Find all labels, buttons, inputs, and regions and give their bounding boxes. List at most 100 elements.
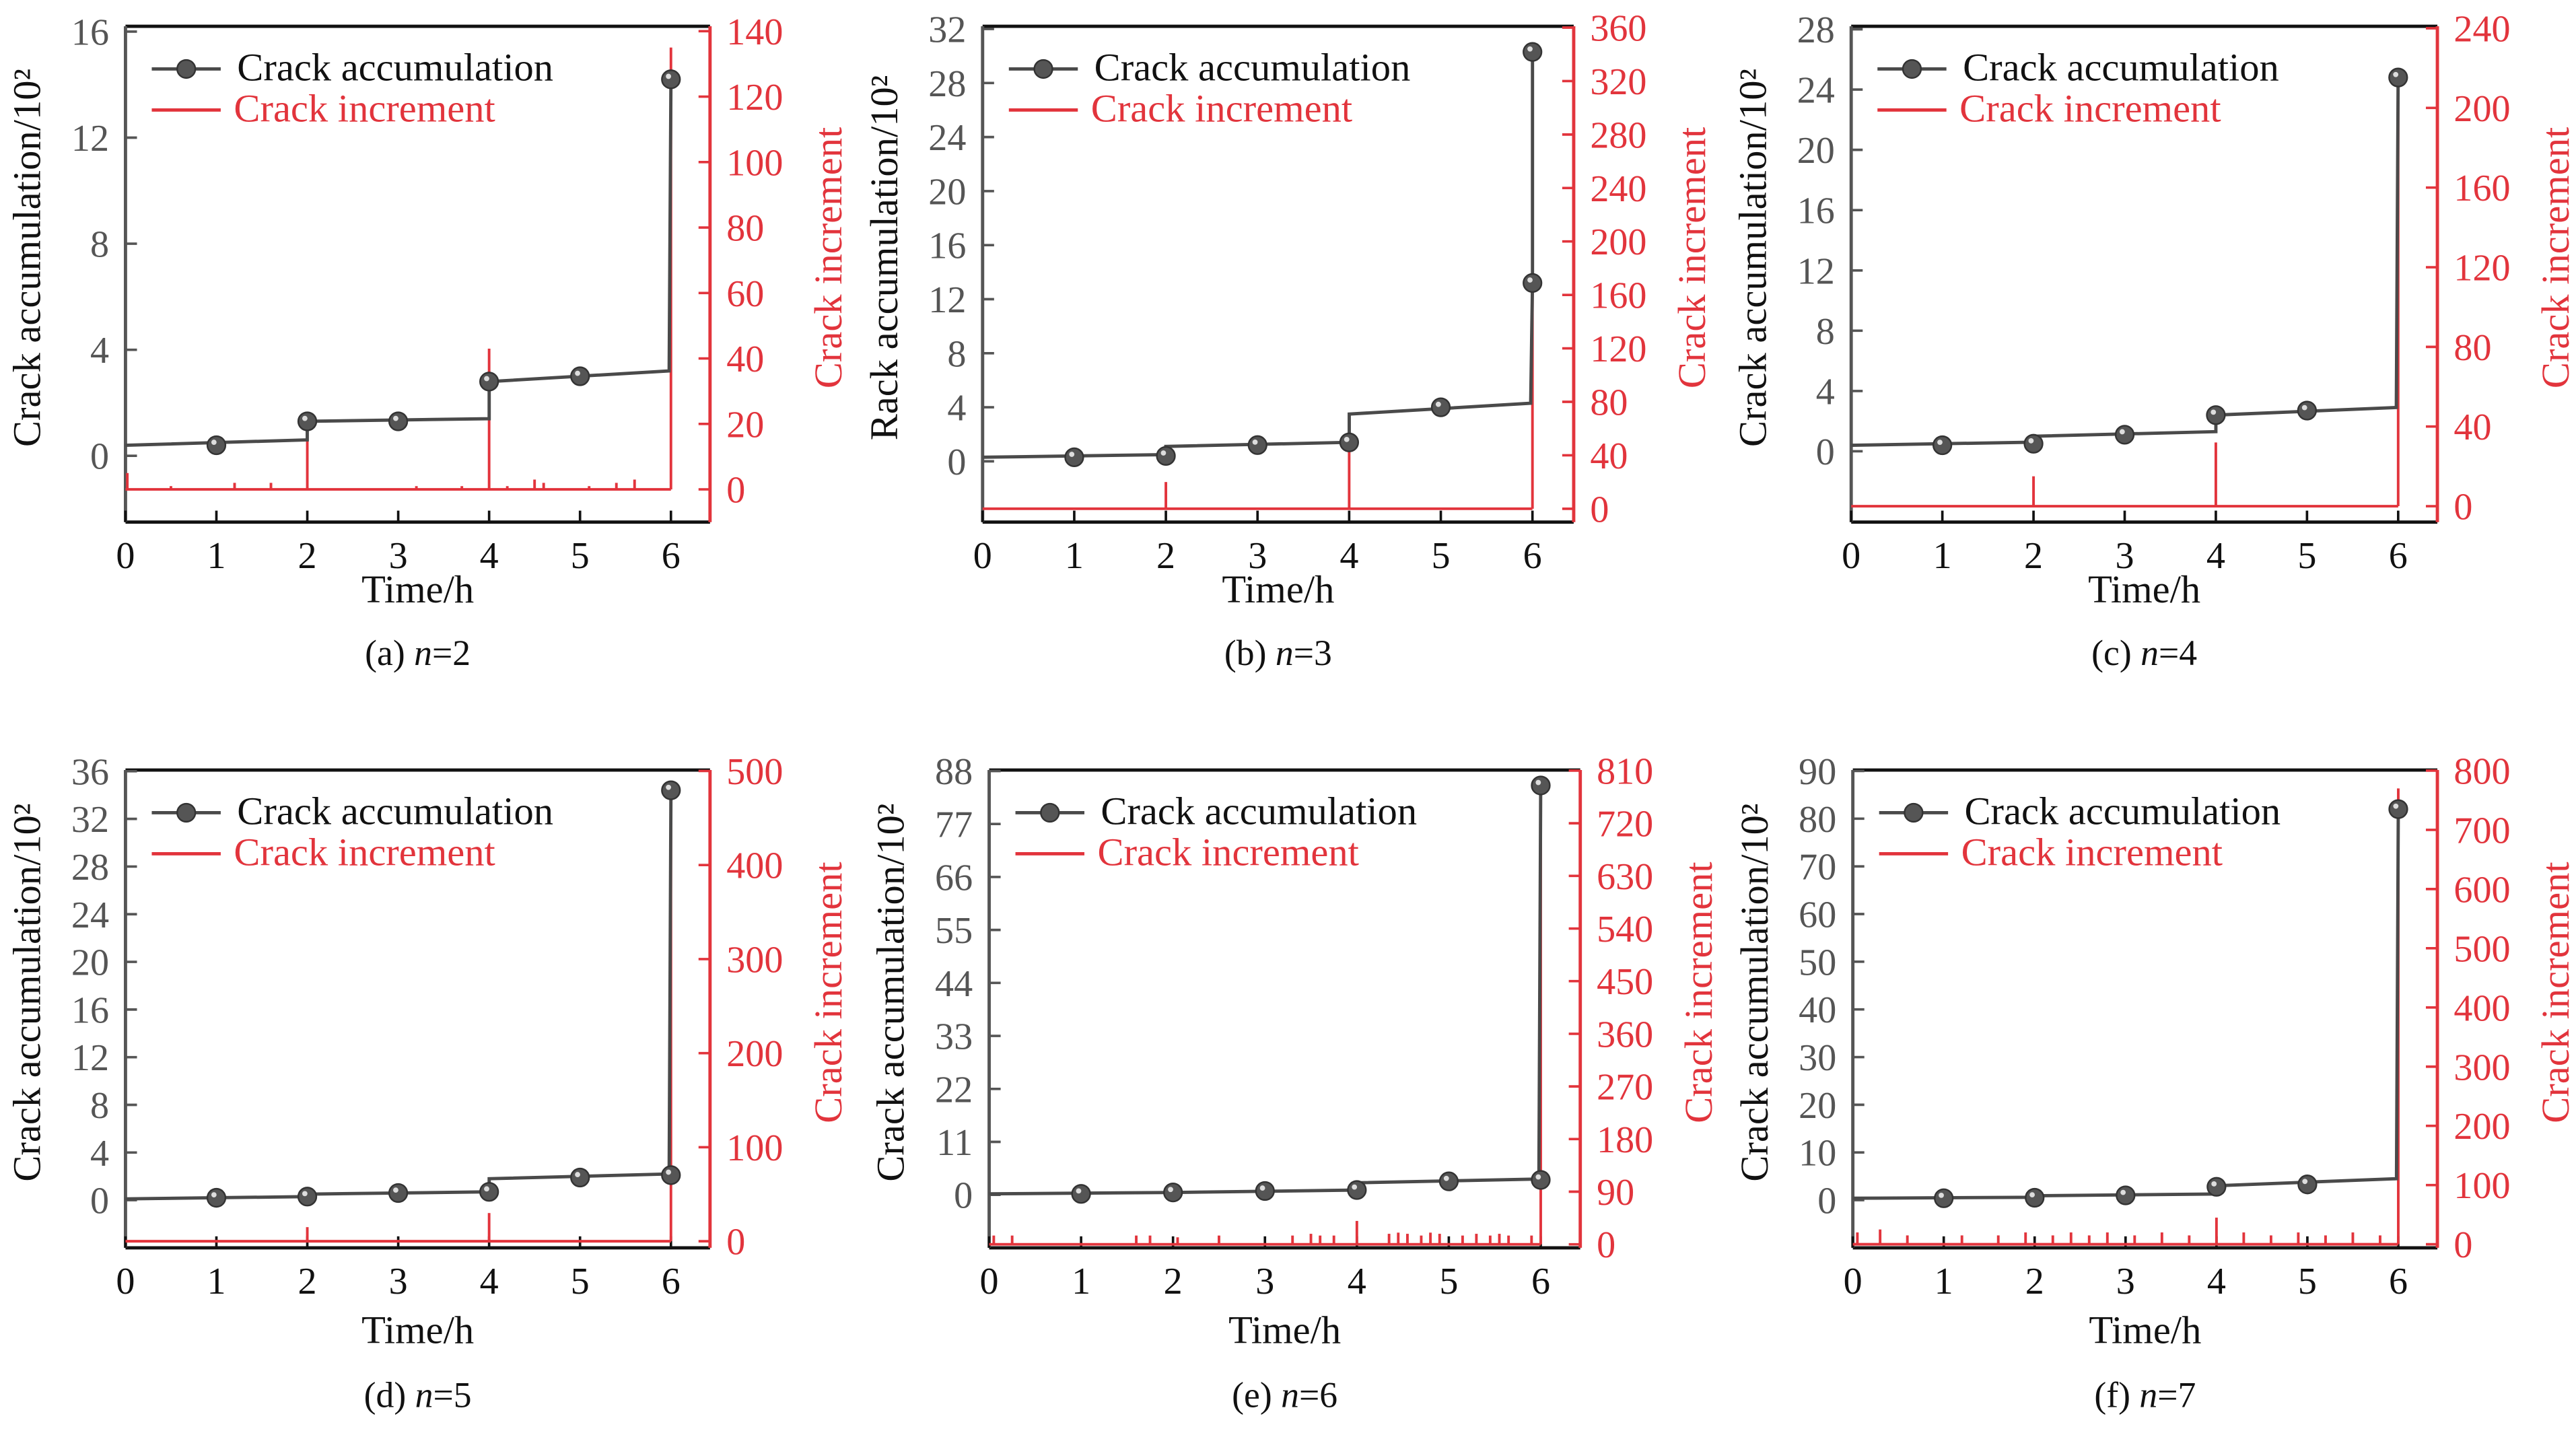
right-y-tick-label: 600 [2453, 869, 2510, 911]
x-tick-label: 0 [1842, 535, 1860, 577]
marker-highlight [2393, 803, 2399, 809]
y-tick-label: 20 [1799, 1085, 1836, 1127]
marker-highlight [666, 784, 672, 790]
caption-value: =7 [2157, 1375, 2196, 1415]
x-tick-label: 0 [116, 535, 135, 577]
x-tick-label: 2 [298, 535, 317, 577]
right-y-tick-label: 100 [726, 142, 783, 184]
y-tick-label: 0 [954, 1175, 973, 1217]
accumulation-marker [206, 1187, 227, 1208]
left-y-axis-label: Crack accumulation/10² [1733, 804, 1776, 1182]
x-tick-label: 3 [389, 1261, 408, 1302]
marker-highlight [393, 1187, 398, 1193]
marker-highlight [1443, 1175, 1449, 1181]
marker-highlight [2029, 1192, 2035, 1198]
caption-n: n [2139, 1375, 2157, 1415]
x-tick-label: 1 [207, 535, 225, 577]
marker-highlight [1069, 452, 1075, 457]
y-tick-label: 50 [1799, 942, 1836, 983]
legend-accumulation-marker [176, 59, 197, 79]
x-tick-label: 4 [480, 1261, 499, 1302]
marker-highlight [2211, 409, 2217, 415]
marker-highlight [302, 415, 308, 421]
right-y-tick-label: 200 [2453, 88, 2510, 130]
y-tick-label: 0 [90, 436, 109, 478]
y-tick-label: 8 [90, 1085, 109, 1127]
right-y-tick-label: 100 [726, 1127, 783, 1169]
caption-prefix: (c) [2091, 633, 2140, 673]
caption-n: n [2140, 633, 2159, 673]
accumulation-marker [1531, 775, 1551, 796]
y-tick-label: 90 [1799, 751, 1836, 793]
right-y-tick-label: 500 [2453, 928, 2510, 970]
chart-panel-e: 0 1 2 3 4 5 6 0 11 22 33 44 55 66 77 88 0 90 180 270 360 450 5… [869, 750, 1720, 1415]
marker-highlight [1344, 436, 1350, 442]
y-tick-label: 0 [1817, 1181, 1836, 1222]
right-y-tick-label: 40 [2453, 407, 2491, 448]
y-tick-label: 40 [1799, 989, 1836, 1031]
legend-increment-label: Crack increment [1959, 87, 2221, 131]
marker-highlight [1527, 46, 1533, 52]
marker-highlight [2211, 1181, 2217, 1187]
right-y-tick-label: 120 [2453, 248, 2510, 289]
marker-highlight [2119, 429, 2125, 435]
caption-prefix: (b) [1224, 633, 1276, 673]
accumulation-marker [1347, 1180, 1367, 1200]
right-y-tick-label: 0 [2453, 487, 2472, 528]
right-y-tick-label: 40 [726, 339, 764, 380]
marker-highlight [1252, 440, 1258, 445]
marker-highlight [1352, 1184, 1358, 1190]
marker-highlight [1939, 1192, 1944, 1198]
x-tick-label: 6 [2389, 1261, 2408, 1302]
accumulation-line [125, 79, 673, 447]
y-tick-label: 20 [71, 942, 109, 984]
y-tick-label: 33 [935, 1016, 973, 1058]
y-tick-label: 24 [71, 895, 109, 936]
x-tick-label: 1 [1935, 1261, 1953, 1302]
x-tick-label: 6 [2389, 535, 2408, 577]
marker-highlight [1435, 401, 1441, 407]
x-tick-label: 6 [1523, 535, 1542, 577]
x-tick-label: 5 [1439, 1261, 1458, 1302]
accumulation-marker [2206, 405, 2226, 425]
marker-highlight [211, 440, 217, 445]
chart-panel-f: 0 1 2 3 4 5 6010203040506070809001002003004005… [1733, 750, 2576, 1415]
right-y-tick-label: 80 [726, 208, 764, 250]
marker-highlight [484, 376, 489, 382]
x-tick-label: 4 [480, 535, 499, 577]
left-y-axis-label: Rack accumulation/10² [862, 75, 906, 441]
marker-highlight [1168, 1187, 1173, 1193]
right-y-tick-label: 280 [1590, 114, 1646, 156]
right-y-axis-label: Crack increment [806, 127, 850, 388]
chart-panel-b: 0 1 2 3 4 5 6048121620242832040801201602002402… [862, 8, 1714, 673]
left-y-axis-label: Crack accumulation/10² [5, 69, 49, 447]
marker-highlight [211, 1192, 217, 1198]
x-tick-label: 5 [1432, 535, 1451, 577]
accumulation-marker [1255, 1181, 1275, 1201]
caption-prefix: (d) [364, 1375, 415, 1415]
right-y-tick-label: 200 [2453, 1106, 2510, 1148]
x-axis-label: Time/h [361, 567, 474, 611]
legend-accumulation-marker [1902, 59, 1922, 79]
y-tick-label: 0 [947, 442, 966, 483]
right-y-tick-label: 240 [1590, 168, 1646, 210]
accumulation-marker [1339, 432, 1360, 452]
right-y-tick-label: 360 [1597, 1014, 1653, 1055]
legend-increment-label: Crack increment [1098, 831, 1359, 874]
marker-highlight [575, 370, 580, 376]
marker-highlight [666, 1169, 672, 1175]
right-y-tick-label: 20 [726, 404, 764, 446]
accumulation-marker [388, 411, 409, 431]
x-tick-label: 4 [1348, 1261, 1366, 1302]
accumulation-marker [1531, 1170, 1551, 1190]
left-y-axis-label: Crack accumulation/10² [869, 804, 913, 1182]
x-tick-label: 6 [1531, 1261, 1550, 1302]
right-y-tick-label: 300 [2453, 1047, 2510, 1088]
x-tick-label: 5 [571, 535, 590, 577]
left-y-axis-label: Crack accumulation/10² [5, 804, 49, 1182]
right-y-tick-label: 240 [2453, 9, 2510, 50]
accumulation-marker [1934, 1188, 1954, 1208]
x-axis-label: Time/h [1222, 567, 1334, 611]
accumulation-marker [2116, 1185, 2136, 1205]
